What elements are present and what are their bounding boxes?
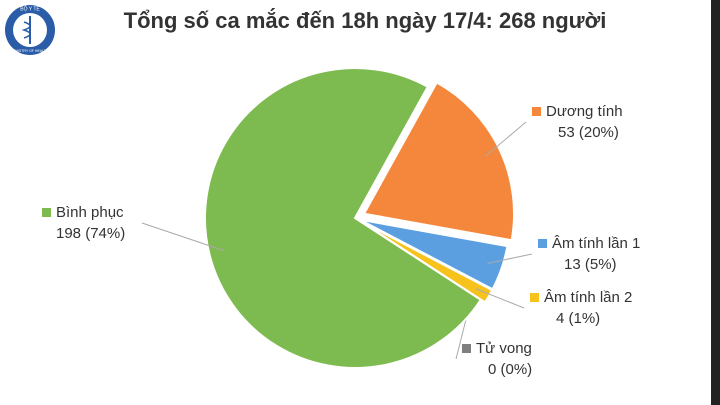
leader-line — [141, 222, 225, 252]
edge-strip — [711, 0, 720, 405]
slice-value-label: 198 (74%) — [56, 225, 125, 242]
slice-name: Tử vong — [476, 340, 532, 357]
slice-value-label: 4 (1%) — [556, 310, 600, 327]
leader-line — [475, 288, 525, 309]
leader-line — [487, 253, 533, 264]
pie-slice — [204, 67, 483, 369]
slice-name: Âm tính lần 2 — [544, 289, 632, 306]
logo-bottom: MINISTRY OF HEALTH — [12, 49, 49, 53]
logo: BỘ Y TẾ MINISTRY OF HEALTH — [5, 5, 55, 55]
slice-name: Dương tính — [546, 103, 623, 120]
legend-swatch — [42, 208, 51, 217]
slice-name: Âm tính lần 1 — [552, 235, 640, 252]
slice-value-label: 53 (20%) — [558, 124, 619, 141]
logo-top: BỘ Y TẾ — [20, 5, 40, 12]
legend-swatch — [538, 239, 547, 248]
legend-swatch — [532, 107, 541, 116]
leader-line — [485, 121, 527, 157]
logo-snake — [21, 21, 31, 39]
chart-title: Tổng số ca mắc đến 18h ngày 17/4: 268 ng… — [124, 8, 607, 33]
slice-value-label: 0 (0%) — [488, 361, 532, 378]
slice-value-label: 13 (5%) — [564, 256, 617, 273]
legend-swatch — [462, 344, 471, 353]
slice-name: Bình phục — [56, 204, 124, 221]
pie-slice — [359, 218, 509, 291]
legend-swatch — [530, 293, 539, 302]
pie-slice — [362, 81, 516, 242]
